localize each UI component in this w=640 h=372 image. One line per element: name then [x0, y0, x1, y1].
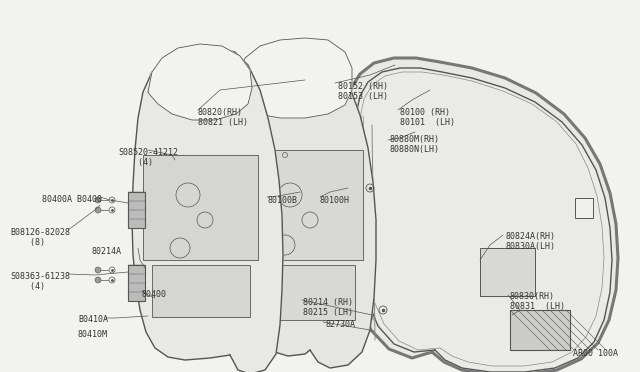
Text: 80880M(RH)
80880N(LH): 80880M(RH) 80880N(LH)	[390, 135, 440, 154]
Text: AR00 100A: AR00 100A	[573, 349, 618, 358]
Text: 80100H: 80100H	[320, 196, 350, 205]
Text: 80824A(RH)
80830A(LH): 80824A(RH) 80830A(LH)	[505, 232, 555, 251]
Text: 80410M: 80410M	[78, 330, 108, 339]
Text: S08520-41212
    (4): S08520-41212 (4)	[118, 148, 178, 167]
Polygon shape	[353, 68, 612, 372]
Bar	[143, 155, 258, 260]
Circle shape	[95, 197, 101, 203]
Bar	[128, 192, 145, 228]
Polygon shape	[238, 38, 352, 118]
Circle shape	[95, 267, 101, 273]
Polygon shape	[132, 48, 283, 372]
Text: 80400: 80400	[142, 290, 167, 299]
Text: 80820(RH)
80821 (LH): 80820(RH) 80821 (LH)	[198, 108, 248, 127]
Bar	[575, 198, 593, 218]
Bar	[480, 248, 535, 296]
Text: 80400A B0400: 80400A B0400	[42, 195, 102, 204]
Text: 80152 (RH)
80153 (LH): 80152 (RH) 80153 (LH)	[338, 82, 388, 102]
Bar	[226, 268, 244, 306]
Bar	[510, 310, 570, 350]
Text: 82730A: 82730A	[325, 320, 355, 329]
Text: S08363-61238
    (4): S08363-61238 (4)	[10, 272, 70, 291]
Bar	[152, 265, 250, 317]
Bar	[255, 265, 355, 320]
Circle shape	[95, 277, 101, 283]
Text: 80100B: 80100B	[268, 196, 298, 205]
Bar	[243, 150, 363, 260]
Bar	[226, 198, 244, 236]
Polygon shape	[342, 58, 618, 372]
Polygon shape	[228, 52, 376, 368]
Text: 80100 (RH)
80101  (LH): 80100 (RH) 80101 (LH)	[400, 108, 455, 127]
Text: 80214A: 80214A	[92, 247, 122, 256]
Bar	[128, 265, 145, 301]
Text: 80830(RH)
80831  (LH): 80830(RH) 80831 (LH)	[510, 292, 565, 311]
Text: 80214 (RH)
80215 (LH): 80214 (RH) 80215 (LH)	[303, 298, 353, 317]
Circle shape	[95, 207, 101, 213]
Polygon shape	[148, 44, 252, 120]
Text: B08126-82028
    (8): B08126-82028 (8)	[10, 228, 70, 247]
Text: B0410A: B0410A	[78, 315, 108, 324]
